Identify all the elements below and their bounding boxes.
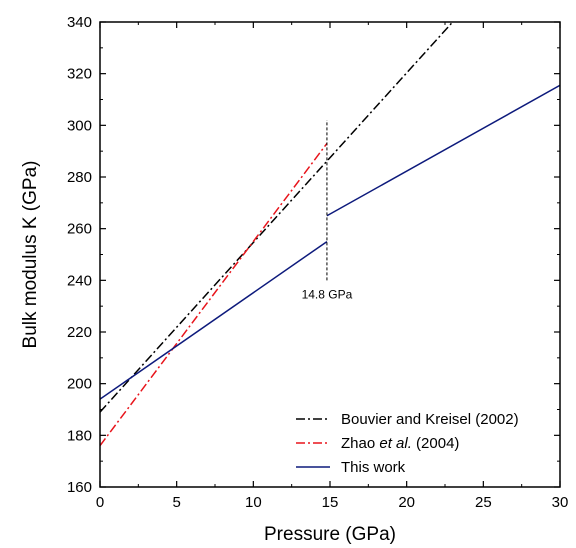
y-tick-label: 200 bbox=[67, 376, 92, 393]
series-line-1-0 bbox=[100, 142, 328, 447]
y-tick-label: 300 bbox=[67, 117, 92, 134]
y-tick-label: 260 bbox=[67, 221, 92, 238]
x-tick-label: 25 bbox=[475, 494, 492, 511]
legend-label-1: Zhao et al. (2004) bbox=[341, 435, 459, 452]
series-line-2-1 bbox=[326, 84, 560, 217]
y-tick-label: 160 bbox=[67, 479, 92, 496]
series-line-0-0 bbox=[100, 22, 454, 413]
series-line-2-0 bbox=[100, 240, 328, 400]
x-tick-label: 30 bbox=[552, 494, 569, 511]
legend-label-2: This work bbox=[341, 459, 406, 476]
annotation-layer: 14.8 GPa bbox=[302, 120, 353, 301]
x-axis-title: Pressure (GPa) bbox=[264, 524, 396, 545]
y-tick-label: 240 bbox=[67, 272, 92, 289]
x-tick-label: 15 bbox=[322, 494, 339, 511]
y-tick-label: 180 bbox=[67, 427, 92, 444]
x-tick-label: 5 bbox=[172, 494, 180, 511]
y-tick-label: 220 bbox=[67, 324, 92, 341]
y-tick-label: 280 bbox=[67, 169, 92, 186]
y-tick-label: 320 bbox=[67, 66, 92, 83]
legend: Bouvier and Kreisel (2002) Zhao et al. (2… bbox=[296, 411, 519, 476]
x-tick-label: 10 bbox=[245, 494, 262, 511]
legend-label-0: Bouvier and Kreisel (2002) bbox=[341, 411, 519, 428]
annotation-label: 14.8 GPa bbox=[302, 287, 353, 301]
y-axis-title: Bulk modulus K (GPa) bbox=[20, 161, 41, 349]
series-layer bbox=[100, 22, 560, 447]
x-tick-label: 20 bbox=[398, 494, 415, 511]
tick-layer: 0 5 10 15 20 25 30 160 180 200 220 240 260 280 300 320 3… bbox=[67, 14, 568, 511]
y-tick-label: 340 bbox=[67, 14, 92, 31]
x-tick-label: 0 bbox=[96, 494, 104, 511]
